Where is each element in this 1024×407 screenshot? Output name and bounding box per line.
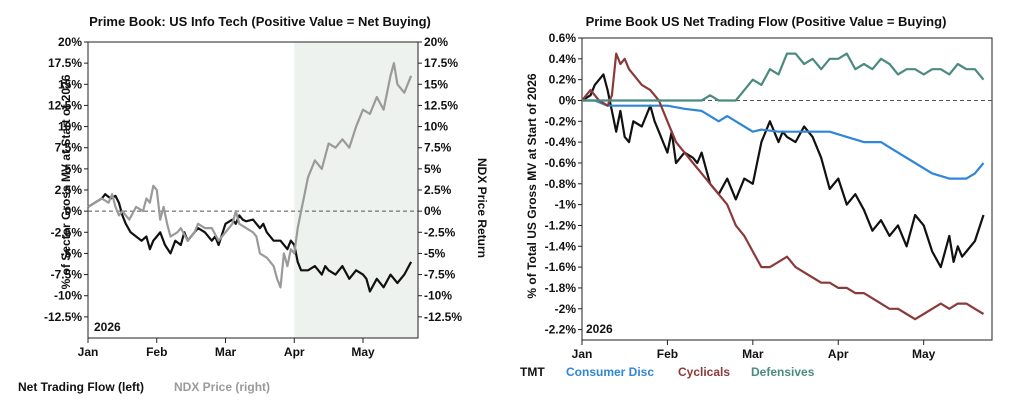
legend-defensives: Defensives: [751, 365, 815, 379]
x-tick-label: Mar: [215, 345, 237, 359]
right-chart-title: Prime Book US Net Trading Flow (Positive…: [586, 14, 947, 29]
right-plot-frame: [581, 37, 993, 341]
left-y-ticks: 20% 17.5% 15% 12.5% 10% 7.5% 5% 2.5% 0% -2.5% -5% -…: [44, 35, 88, 324]
y2-tick-label: -12.5%: [424, 310, 462, 324]
left-y-axis-label: % of Sector Gross MV at Start of 2026: [59, 74, 73, 289]
y2-tick-label: -2.5%: [424, 225, 456, 239]
x-tick-label: Feb: [657, 347, 678, 361]
x-tick-label: Jan: [78, 345, 99, 359]
y2-tick-label: 7.5%: [424, 141, 452, 155]
y2-tick-label: -7.5%: [424, 268, 456, 282]
y-tick-label: 17.5%: [48, 56, 82, 70]
left-chart: Prime Book: US Info Tech (Positive Value…: [18, 14, 489, 394]
y-tick-label: 15%: [58, 77, 82, 91]
series-line-defensives: [582, 52, 985, 102]
y2-tick-label: 20%: [424, 35, 448, 49]
y-tick-label: -2%: [555, 302, 577, 316]
y-tick-label: -0.8%: [545, 177, 577, 191]
x-tick-label: Feb: [146, 345, 167, 359]
y-tick-label: 0.4%: [549, 52, 577, 66]
x-tick-label: Mar: [742, 347, 764, 361]
x-tick-label: May: [912, 347, 936, 361]
legend-net-trading-flow: Net Trading Flow (left): [18, 380, 144, 394]
right-x-ticks: Jan Feb Mar Apr May: [572, 340, 936, 361]
shaded-region: [294, 42, 418, 338]
x-tick-label: Jan: [572, 347, 593, 361]
y-tick-label: 0%: [65, 204, 83, 218]
legend-consumer-disc: Consumer Disc: [566, 365, 654, 379]
y-tick-label: -0.4%: [545, 135, 577, 149]
y2-tick-label: 5%: [424, 162, 442, 176]
series-line-consumer-disc: [582, 99, 985, 180]
y2-tick-label: 15%: [424, 77, 448, 91]
y-tick-label: 2.5%: [55, 183, 83, 197]
y-tick-label: 20%: [58, 35, 82, 49]
y-tick-label: -10%: [54, 289, 82, 303]
x-tick-label: Apr: [828, 347, 849, 361]
right-y-axis-label: % of Total US Gross MV at Start of 2026: [525, 73, 539, 298]
left-y2-axis-label: NDX Price Return: [475, 158, 489, 258]
series-line-cyclicals: [581, 52, 985, 321]
right-y-ticks: 0.6% 0.4% 0.2% 0% -0.2% -0.4% -0.6% -0.8% -1% -1.…: [545, 31, 582, 337]
x-tick-label: Apr: [284, 345, 305, 359]
y2-tick-label: 10%: [424, 120, 448, 134]
series-line-tmt: [581, 73, 985, 269]
x-tick-label: May: [351, 345, 375, 359]
left-year-label: 2026: [94, 320, 121, 334]
y2-tick-label: 0%: [424, 204, 442, 218]
legend-tmt: TMT: [520, 365, 545, 379]
y2-tick-label: -5%: [424, 246, 446, 260]
y2-tick-label: 12.5%: [424, 98, 458, 112]
right-chart: Prime Book US Net Trading Flow (Positive…: [520, 14, 993, 379]
series-line-ndx-price-right: [87, 61, 413, 289]
left-x-ticks: Jan Feb Mar Apr May: [78, 338, 375, 359]
y-tick-label: -0.2%: [545, 114, 577, 128]
y-tick-label: 12.5%: [48, 98, 82, 112]
y-tick-label: -5%: [61, 246, 83, 260]
y-tick-label: 7.5%: [55, 141, 83, 155]
left-y2-ticks: 20% 17.5% 15% 12.5% 10% 7.5% 5% 2.5% 0% -2.5% -5% -…: [418, 35, 462, 324]
y-tick-label: -1%: [555, 198, 577, 212]
y-tick-label: 5%: [65, 162, 83, 176]
legend-ndx-price: NDX Price (right): [174, 380, 270, 394]
y-tick-label: -2.2%: [545, 323, 577, 337]
y-tick-label: 10%: [58, 120, 82, 134]
y-tick-label: -1.4%: [545, 239, 577, 253]
y-tick-label: -12.5%: [44, 310, 82, 324]
y2-tick-label: 2.5%: [424, 183, 452, 197]
legend-cyclicals: Cyclicals: [678, 365, 730, 379]
y-tick-label: -2.5%: [51, 225, 83, 239]
y-tick-label: -1.6%: [545, 260, 577, 274]
y-tick-label: -7.5%: [51, 268, 83, 282]
left-chart-title: Prime Book: US Info Tech (Positive Value…: [89, 14, 431, 29]
y-tick-label: -1.8%: [545, 281, 577, 295]
y-tick-label: 0.2%: [549, 73, 577, 87]
y-tick-label: 0.6%: [549, 31, 577, 45]
y-tick-label: 0%: [559, 93, 577, 107]
left-series-lines: [87, 61, 413, 293]
right-series-lines: [581, 52, 985, 321]
y2-tick-label: -10%: [424, 289, 452, 303]
y2-tick-label: 17.5%: [424, 56, 458, 70]
y-tick-label: -1.2%: [545, 218, 577, 232]
y-tick-label: -0.6%: [545, 156, 577, 170]
right-year-label: 2026: [586, 322, 613, 336]
